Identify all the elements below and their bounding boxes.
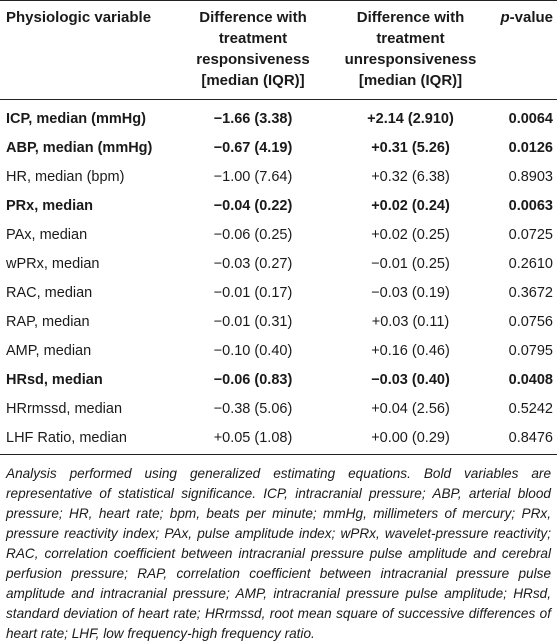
header-responsiveness: Difference with treatment responsiveness… [178, 0, 328, 100]
cell-responsive: −0.06 (0.83) [213, 371, 293, 388]
cell-variable: HR, median (bpm) [6, 168, 125, 185]
header-unresponsive-line3: unresponsiveness [344, 51, 477, 68]
cell-p-value: 0.2610 [508, 255, 553, 272]
cell-responsive: +0.05 (1.08) [213, 429, 293, 446]
header-responsive-line2: treatment [218, 30, 288, 47]
cell-responsive: −0.01 (0.17) [213, 284, 293, 301]
table-row: ICP, median (mmHg) −1.66 (3.38) +2.14 (2.9… [0, 100, 557, 134]
table-row: RAP, median −0.01 (0.31) +0.03 (0.11) 0.075… [0, 307, 557, 336]
cell-unresponsive: +0.04 (2.56) [371, 400, 450, 417]
table-row: PRx, median −0.04 (0.22) +0.02 (0.24) 0.006… [0, 191, 557, 220]
cell-p-value: 0.0126 [508, 139, 553, 156]
header-responsive-line1: Difference with [199, 9, 307, 26]
cell-p-value: 0.0408 [508, 371, 553, 388]
cell-unresponsive: +0.31 (5.26) [371, 139, 450, 156]
header-row: Physiologic variable Difference with tre… [0, 0, 557, 100]
cell-variable: AMP, median [6, 342, 92, 359]
cell-responsive: −0.04 (0.22) [213, 197, 293, 214]
table-header: Physiologic variable Difference with tre… [0, 0, 557, 100]
cell-p-value: 0.3672 [508, 284, 553, 301]
header-p-rest: -value [509, 9, 553, 26]
cell-responsive: −0.06 (0.25) [213, 226, 293, 243]
table-row: ABP, median (mmHg) −0.67 (4.19) +0.31 (5.2… [0, 133, 557, 162]
cell-variable: RAC, median [6, 284, 93, 301]
cell-unresponsive: −0.03 (0.40) [371, 371, 450, 388]
header-unresponsiveness: Difference with treatment unresponsivene… [328, 0, 493, 100]
cell-unresponsive: +0.03 (0.11) [371, 313, 450, 330]
cell-variable: ICP, median (mmHg) [6, 110, 146, 127]
cell-responsive: −1.00 (7.64) [213, 168, 293, 185]
cell-unresponsive: +0.02 (0.25) [371, 226, 450, 243]
table-body: ICP, median (mmHg) −1.66 (3.38) +2.14 (2.9… [0, 100, 557, 453]
header-p-value: p-value [493, 0, 557, 100]
cell-variable: RAP, median [6, 313, 90, 330]
cell-unresponsive: +0.32 (6.38) [371, 168, 450, 185]
cell-responsive: −0.67 (4.19) [213, 139, 293, 156]
table-row: HR, median (bpm) −1.00 (7.64) +0.32 (6.38)… [0, 162, 557, 191]
cell-unresponsive: −0.01 (0.25) [371, 255, 450, 272]
cell-variable: LHF Ratio, median [6, 429, 127, 446]
cell-unresponsive: +2.14 (2.910) [367, 110, 454, 127]
table-row: wPRx, median −0.03 (0.27) −0.01 (0.25) 0.26… [0, 249, 557, 278]
cell-p-value: 0.8903 [508, 168, 553, 185]
cell-unresponsive: −0.03 (0.19) [371, 284, 450, 301]
table-row: HRsd, median −0.06 (0.83) −0.03 (0.40) 0.04… [0, 365, 557, 394]
cell-variable: wPRx, median [6, 255, 100, 272]
cell-variable: HRsd, median [6, 371, 103, 388]
cell-variable: PAx, median [6, 226, 88, 243]
table-row: HRrmssd, median −0.38 (5.06) +0.04 (2.56) 0… [0, 394, 557, 423]
cell-unresponsive: +0.00 (0.29) [371, 429, 450, 446]
cell-responsive: −1.66 (3.38) [213, 110, 293, 127]
cell-p-value: 0.0725 [508, 226, 553, 243]
cell-p-value: 0.5242 [508, 400, 553, 417]
header-responsive-line3: responsiveness [196, 51, 310, 68]
header-unresponsive-line2: treatment [376, 30, 445, 47]
header-unresponsive-line1: Difference with [356, 9, 465, 26]
cell-p-value: 0.0795 [508, 342, 553, 359]
cell-responsive: −0.03 (0.27) [213, 255, 293, 272]
table-footnote: Analysis performed using generalized est… [6, 466, 551, 641]
cell-unresponsive: +0.16 (0.46) [371, 342, 450, 359]
cell-p-value: 0.0756 [508, 313, 553, 330]
header-variable-text: Physiologic variable [6, 9, 152, 26]
header-unresponsive-line4: [median (IQR)] [358, 72, 463, 89]
cell-variable: ABP, median (mmHg) [6, 139, 153, 156]
results-table: Physiologic variable Difference with tre… [0, 0, 557, 453]
cell-responsive: −0.38 (5.06) [213, 400, 293, 417]
cell-p-value: 0.0063 [508, 197, 553, 214]
cell-responsive: −0.01 (0.31) [213, 313, 293, 330]
cell-variable: PRx, median [6, 197, 94, 214]
cell-unresponsive: +0.02 (0.24) [371, 197, 450, 214]
header-p-italic: p [500, 9, 510, 26]
table-row: PAx, median −0.06 (0.25) +0.02 (0.25) 0.072… [0, 220, 557, 249]
header-physiologic-variable: Physiologic variable [0, 0, 178, 100]
table-row: LHF Ratio, median +0.05 (1.08) +0.00 (0.29… [0, 423, 557, 452]
table-row: RAC, median −0.01 (0.17) −0.03 (0.19) 0.367… [0, 278, 557, 307]
table-row: AMP, median −0.10 (0.40) +0.16 (0.46) 0.079… [0, 336, 557, 365]
cell-p-value: 0.8476 [508, 429, 553, 446]
header-responsive-line4: [median (IQR)] [201, 72, 305, 89]
cell-p-value: 0.0064 [508, 110, 553, 127]
cell-variable: HRrmssd, median [6, 400, 123, 417]
cell-responsive: −0.10 (0.40) [213, 342, 293, 359]
table-footnote-block: Analysis performed using generalized est… [0, 454, 557, 644]
